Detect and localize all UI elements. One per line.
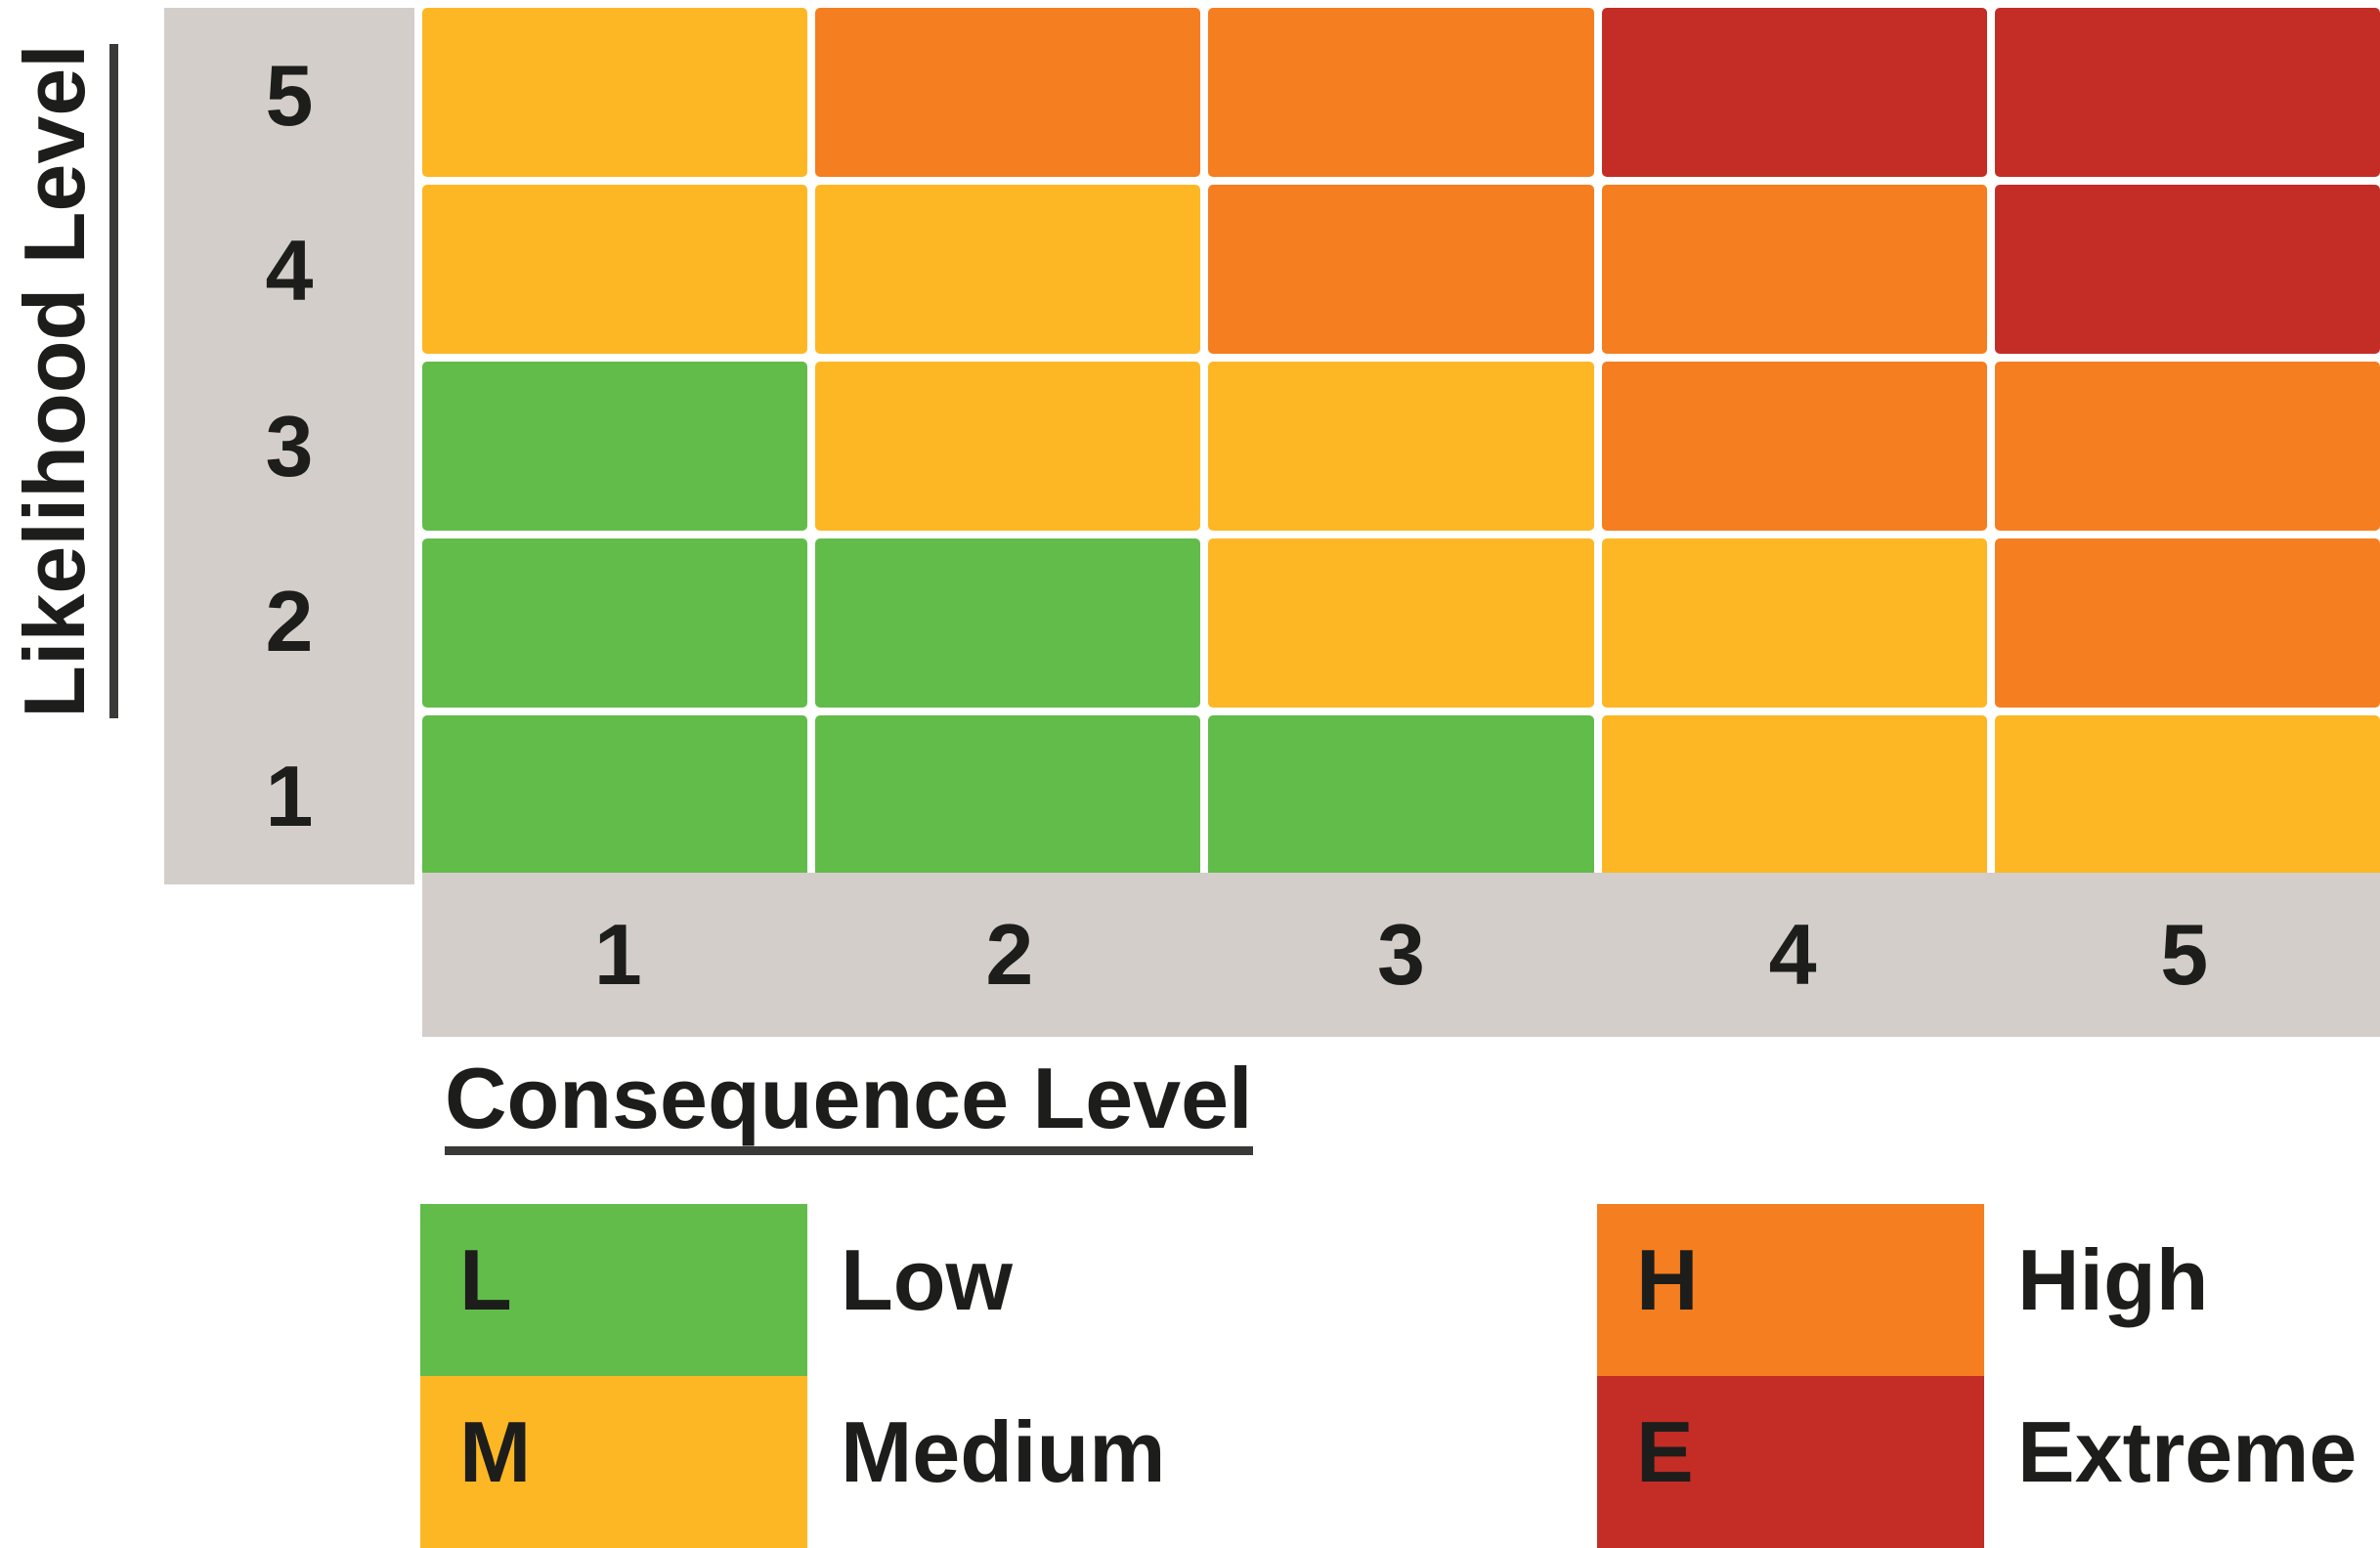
risk-cell-likelihood1-consequence4-M	[1601, 715, 1987, 884]
risk-matrix-grid	[422, 8, 2380, 884]
legend-label-medium: Medium	[841, 1403, 1166, 1500]
risk-cell-likelihood2-consequence3-M	[1208, 538, 1594, 708]
risk-cell-likelihood5-consequence4-E	[1601, 8, 1987, 177]
legend-item-medium: M Medium	[420, 1376, 1165, 1548]
risk-cell-likelihood5-consequence5-E	[1994, 8, 2380, 177]
legend-label-low: Low	[841, 1231, 1013, 1328]
risk-cell-likelihood4-consequence1-M	[422, 185, 808, 354]
risk-cell-likelihood1-consequence2-L	[815, 715, 1201, 884]
y-axis-title: Likelihood Level	[1, 39, 128, 723]
x-axis-tick-labels: 1 2 3 4 5	[422, 873, 2380, 1037]
risk-cell-likelihood5-consequence3-H	[1208, 8, 1594, 177]
legend-item-high: H High	[1597, 1204, 2357, 1376]
legend-label-extreme: Extreme	[2017, 1403, 2358, 1500]
x-tick-5: 5	[2160, 906, 2209, 1003]
legend-item-low: L Low	[420, 1204, 1165, 1376]
legend-left: L Low M Medium	[420, 1204, 1165, 1548]
legend-swatch-L: L	[420, 1204, 807, 1376]
y-tick-1: 1	[265, 748, 314, 845]
risk-cell-likelihood3-consequence5-H	[1994, 362, 2380, 531]
legend-item-extreme: E Extreme	[1597, 1376, 2357, 1548]
y-tick-3: 3	[265, 397, 314, 494]
x-tick-4: 4	[1768, 906, 1817, 1003]
risk-cell-likelihood2-consequence2-L	[815, 538, 1201, 708]
risk-cell-likelihood5-consequence2-H	[815, 8, 1201, 177]
risk-cell-likelihood2-consequence4-M	[1601, 538, 1987, 708]
y-tick-5: 5	[265, 46, 314, 144]
risk-cell-likelihood3-consequence4-H	[1601, 362, 1987, 531]
risk-cell-likelihood2-consequence1-L	[422, 538, 808, 708]
legend-label-high: High	[2017, 1231, 2209, 1328]
risk-cell-likelihood4-consequence4-H	[1601, 185, 1987, 354]
y-tick-2: 2	[265, 572, 314, 669]
risk-cell-likelihood5-consequence1-M	[422, 8, 808, 177]
x-tick-2: 2	[985, 906, 1034, 1003]
risk-cell-likelihood4-consequence3-H	[1208, 185, 1594, 354]
legend-key-M: M	[459, 1403, 532, 1500]
x-axis-title-text: Consequence Level	[445, 1055, 1253, 1155]
legend-key-L: L	[459, 1231, 512, 1328]
x-tick-1: 1	[593, 906, 642, 1003]
risk-cell-likelihood2-consequence5-H	[1994, 538, 2380, 708]
y-tick-4: 4	[265, 222, 314, 320]
legend-swatch-E: E	[1597, 1376, 1984, 1548]
risk-cell-likelihood3-consequence2-M	[815, 362, 1201, 531]
y-axis-title-text: Likelihood Level	[6, 44, 118, 718]
risk-cell-likelihood3-consequence3-M	[1208, 362, 1594, 531]
legend-swatch-M: M	[420, 1376, 807, 1548]
legend-key-E: E	[1636, 1403, 1694, 1500]
risk-cell-likelihood1-consequence5-M	[1994, 715, 2380, 884]
x-axis-title: Consequence Level	[445, 1055, 1253, 1155]
risk-cell-likelihood3-consequence1-L	[422, 362, 808, 531]
risk-cell-likelihood4-consequence5-E	[1994, 185, 2380, 354]
risk-cell-likelihood1-consequence1-L	[422, 715, 808, 884]
legend-right: H High E Extreme	[1597, 1204, 2357, 1548]
x-tick-3: 3	[1377, 906, 1425, 1003]
legend-swatch-H: H	[1597, 1204, 1984, 1376]
risk-cell-likelihood1-consequence3-L	[1208, 715, 1594, 884]
risk-cell-likelihood4-consequence2-M	[815, 185, 1201, 354]
y-axis-tick-labels: 5 4 3 2 1	[164, 8, 414, 884]
legend-key-H: H	[1636, 1231, 1699, 1328]
